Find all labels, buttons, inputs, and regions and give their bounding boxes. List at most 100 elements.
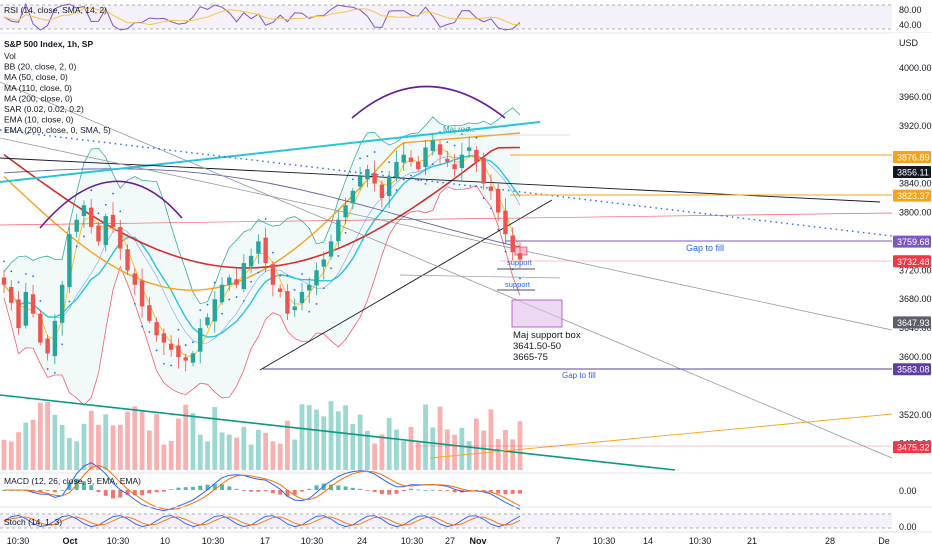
price-tag: 3647.93 [893, 316, 931, 329]
major-support-box[interactable] [511, 299, 563, 328]
price-axis-bg[interactable] [892, 33, 932, 473]
candle-up [81, 200, 87, 228]
support-label-2: support [505, 280, 531, 289]
candle-down [154, 317, 159, 342]
macd-hist-bar [241, 490, 246, 491]
indicator-legend-item[interactable]: MA (200, close, 0) [4, 93, 73, 103]
indicator-legend-item[interactable]: EMA (10, close, 0) [4, 115, 74, 125]
time-axis[interactable]: 10:30 Oct 10:30 10 10:30 17 10:30 24 10:30 27 Nov 7… [7, 536, 890, 546]
resistance-trendline[interactable] [0, 121, 541, 183]
macd-hist-bar [205, 484, 210, 490]
candle-down [168, 335, 174, 357]
support-line-1[interactable] [399, 274, 561, 279]
volume-bar [364, 430, 370, 470]
sar-dot [46, 368, 49, 370]
indicator-legend-item[interactable]: Vol [4, 51, 16, 61]
sar-dot [221, 312, 223, 315]
price-tag: 3583.08 [893, 363, 931, 376]
time-axis-label: 10:30 [107, 536, 130, 546]
red-horizontal-line[interactable] [0, 212, 893, 226]
sar-dot [315, 303, 318, 305]
macd-hist-bar [81, 481, 86, 490]
macd-hist-bar [52, 490, 57, 493]
candle-down [517, 242, 523, 270]
macd-hist-bar [481, 490, 486, 491]
macd-hist-bar [169, 489, 174, 491]
volume-bar [226, 434, 232, 470]
gray-diagonal[interactable] [0, 81, 893, 459]
sar-dot [75, 245, 78, 248]
candle-down [30, 284, 36, 318]
currency-label: USD [899, 38, 919, 48]
indicator-legend-item[interactable]: BB (20, close, 2, 0) [4, 62, 76, 72]
indicator-legend-item[interactable]: EMA (200, close, 0, SMA, 5) [4, 125, 111, 135]
blue-dotted-trendline[interactable] [0, 129, 893, 237]
macd-hist-bar [161, 490, 166, 492]
sar-dot [272, 251, 274, 254]
sar-dot [344, 232, 347, 234]
rsi-pane[interactable]: RSI (14, close, SMA, 14, 2) 80.00 40.00 [0, 2, 922, 31]
macd-hist-bar [38, 490, 43, 492]
macd-hist-bar [234, 488, 239, 490]
orange-rising-line[interactable] [429, 413, 893, 459]
macd-hist-bar [430, 489, 435, 491]
volume-bar [110, 425, 116, 470]
volume-bar [452, 434, 457, 470]
macd-hist-bar [256, 490, 261, 492]
candle-down [263, 227, 268, 273]
candle-up [190, 350, 196, 367]
support-box-line1: 3641.50-50 [513, 341, 561, 352]
indicator-legend-item[interactable]: SAR (0.02, 0.02, 0.2) [4, 104, 84, 114]
volume-bar [23, 422, 29, 470]
macd-hist-bar [96, 490, 101, 493]
sar-dot [330, 267, 332, 270]
candle-up [336, 210, 341, 248]
price-tag: 3759.68 [893, 235, 931, 248]
long-green-trendline[interactable] [0, 394, 676, 471]
macd-pane[interactable]: MACD (12, 26, close, 9, EMA, EMA) 0.00 [2, 462, 917, 512]
sar-dot [104, 203, 107, 206]
macd-hist-bar [45, 490, 50, 491]
macd-hist-bar [125, 490, 130, 496]
indicator-legend-item[interactable]: MA (50, close, 0) [4, 72, 68, 82]
sar-dot [141, 325, 143, 328]
sar-dot [388, 161, 391, 164]
candle-up [248, 248, 254, 274]
volume-bar [321, 416, 327, 470]
candle-down [183, 353, 188, 372]
symbol-label[interactable]: S&P 500 Index, 1h, SP [4, 39, 93, 49]
indicator-legend-item[interactable]: MA (110, close, 0) [4, 83, 72, 93]
sar-dot [235, 296, 238, 298]
svg-text:3647.93: 3647.93 [897, 318, 930, 328]
main-price-pane[interactable]: Gap to fill Gap to fill Maj res... suppo… [0, 33, 932, 473]
macd-hist-bar [518, 490, 522, 494]
price-axis-label: 3840.00 [899, 179, 932, 189]
support-label-1: support [507, 258, 533, 267]
sar-dot [293, 288, 296, 291]
volume-bar [495, 439, 501, 470]
gray-diagonal-2[interactable] [0, 137, 893, 331]
rounded-top-arc-right[interactable] [351, 85, 506, 119]
volume-bar [96, 424, 101, 470]
rounded-top-arc-left[interactable] [39, 180, 183, 229]
sar-dot [257, 271, 260, 274]
sar-dot [446, 141, 449, 144]
volume-bar [45, 401, 51, 470]
stoch-pane[interactable]: Stoch (14, 1, 3) 0.00 [0, 513, 917, 532]
volume-bar [190, 413, 196, 470]
macd-hist-bar [220, 484, 225, 490]
volume-bar [248, 444, 254, 470]
sar-dot [192, 341, 194, 344]
time-axis-label: 17 [260, 536, 270, 546]
volume-bar [481, 430, 487, 470]
macd-hist-bar [263, 490, 268, 492]
sar-dot [184, 344, 187, 346]
macd-signal-line [4, 464, 521, 511]
volume-bar [488, 409, 494, 470]
sar-dot [133, 302, 136, 305]
macd-axis-label: 0.00 [899, 486, 917, 496]
volume-bar [285, 420, 290, 470]
candle-down [437, 140, 443, 165]
